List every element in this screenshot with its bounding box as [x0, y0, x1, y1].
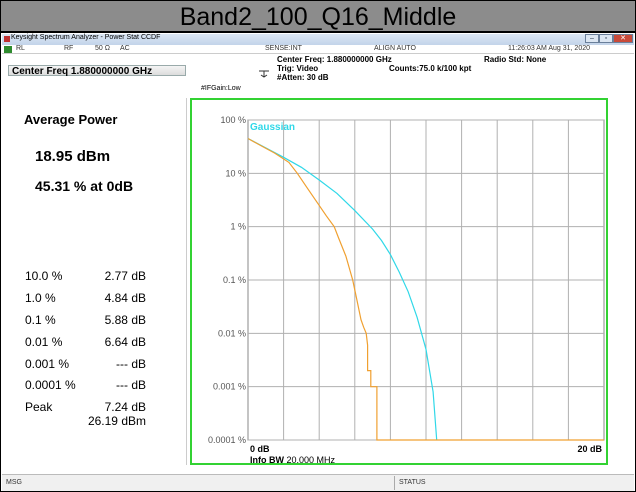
- avg-power-value: 18.95 dBm: [35, 148, 111, 165]
- peak-db-value: 7.24 dB: [104, 400, 146, 414]
- status-field: STATUS: [394, 476, 635, 490]
- avg-power-percent: 45.31 % at 0dB: [35, 178, 134, 194]
- ccdf-row-value: --- dB: [116, 357, 146, 371]
- rl-label: RL: [16, 45, 25, 52]
- maximize-button[interactable]: ▫: [599, 34, 613, 43]
- ccdf-row-label: 0.001 %: [25, 357, 70, 371]
- info-bw-readout: Info BW 20.000 MHz: [250, 455, 336, 463]
- ccdf-row-value: 4.84 dB: [104, 291, 146, 305]
- ccdf-row-label: 10.0 %: [25, 269, 63, 283]
- peak-label: Peak: [25, 400, 53, 414]
- status-bar: MSG STATUS: [2, 474, 634, 491]
- ccdf-row-value: 2.77 dB: [104, 269, 146, 283]
- y-tick-label: 100 %: [220, 115, 246, 125]
- ccdf-row-label: 0.01 %: [25, 335, 63, 349]
- status-label: STATUS: [399, 479, 426, 486]
- lxi-icon: [4, 46, 12, 53]
- radio-std-readout: Radio Std: None: [484, 55, 547, 64]
- x-end-label: 20 dB: [577, 444, 602, 454]
- center-freq-softkey-label: Center Freq 1.880000000 GHz: [12, 66, 153, 77]
- coupling-label: AC: [120, 45, 130, 52]
- minimize-button[interactable]: –: [585, 34, 599, 43]
- y-tick-label: 0.01 %: [218, 328, 246, 338]
- legend-gaussian: Gaussian: [250, 122, 295, 133]
- avg-power-label: Average Power: [24, 112, 118, 127]
- counts-readout: Counts:75.0 k/100 kpt: [389, 64, 472, 73]
- y-tick-label: 10 %: [225, 168, 246, 178]
- window-title: Keysight Spectrum Analyzer - Power Stat …: [11, 34, 161, 41]
- ccdf-row-label: 1.0 %: [25, 291, 56, 305]
- center-freq-softkey[interactable]: Center Freq 1.880000000 GHz: [8, 65, 186, 77]
- window-titlebar: Keysight Spectrum Analyzer - Power Stat …: [2, 34, 634, 45]
- align-label: ALIGN AUTO: [374, 45, 416, 52]
- results-panel: Average Power 18.95 dBm 45.31 % at 0dB 1…: [8, 98, 187, 465]
- app-logo-icon: [4, 36, 10, 42]
- ccdf-plot-frame: 100 % 10 % 1 % 0.1 % 0.01 % 0.001 % 0.0001 % Ga…: [190, 98, 608, 465]
- close-button[interactable]: ✕: [613, 34, 633, 43]
- y-tick-label: 1 %: [230, 222, 246, 232]
- ccdf-row-value: 6.64 dB: [104, 335, 146, 349]
- x-start-label: 0 dB: [250, 444, 270, 454]
- y-tick-label: 0.1 %: [223, 275, 246, 285]
- msg-label: MSG: [6, 479, 22, 486]
- rf-label: RF: [64, 45, 74, 52]
- gaussian-curve: [247, 137, 438, 441]
- ccdf-row-label: 0.1 %: [25, 313, 56, 327]
- y-tick-label: 0.001 %: [213, 382, 246, 392]
- trig-readout: Trig: Video: [277, 64, 319, 73]
- center-freq-readout: Center Freq: 1.880000000 GHz: [277, 55, 392, 64]
- atten-readout: #Atten: 30 dB: [277, 73, 329, 82]
- impedance-label: 50 Ω: [95, 45, 110, 52]
- ccdf-row-value: 5.88 dB: [104, 313, 146, 327]
- banner-title: Band2_100_Q16_Middle: [0, 0, 636, 32]
- timestamp: 11:26:03 AM Aug 31, 2020: [508, 45, 590, 52]
- ifgain-readout: #IFGain:Low: [201, 85, 241, 92]
- ccdf-chart: 100 % 10 % 1 % 0.1 % 0.01 % 0.001 % 0.0001 % Ga…: [208, 115, 605, 465]
- y-tick-label: 0.0001 %: [208, 435, 246, 445]
- ccdf-row-value: --- dB: [116, 378, 146, 392]
- trigger-icon: [259, 70, 269, 78]
- ccdf-row-label: 0.0001 %: [25, 378, 76, 392]
- peak-dbm-value: 26.19 dBm: [87, 414, 146, 428]
- measured-ccdf-curve: [247, 137, 604, 441]
- sense-label: SENSE:INT: [265, 45, 302, 52]
